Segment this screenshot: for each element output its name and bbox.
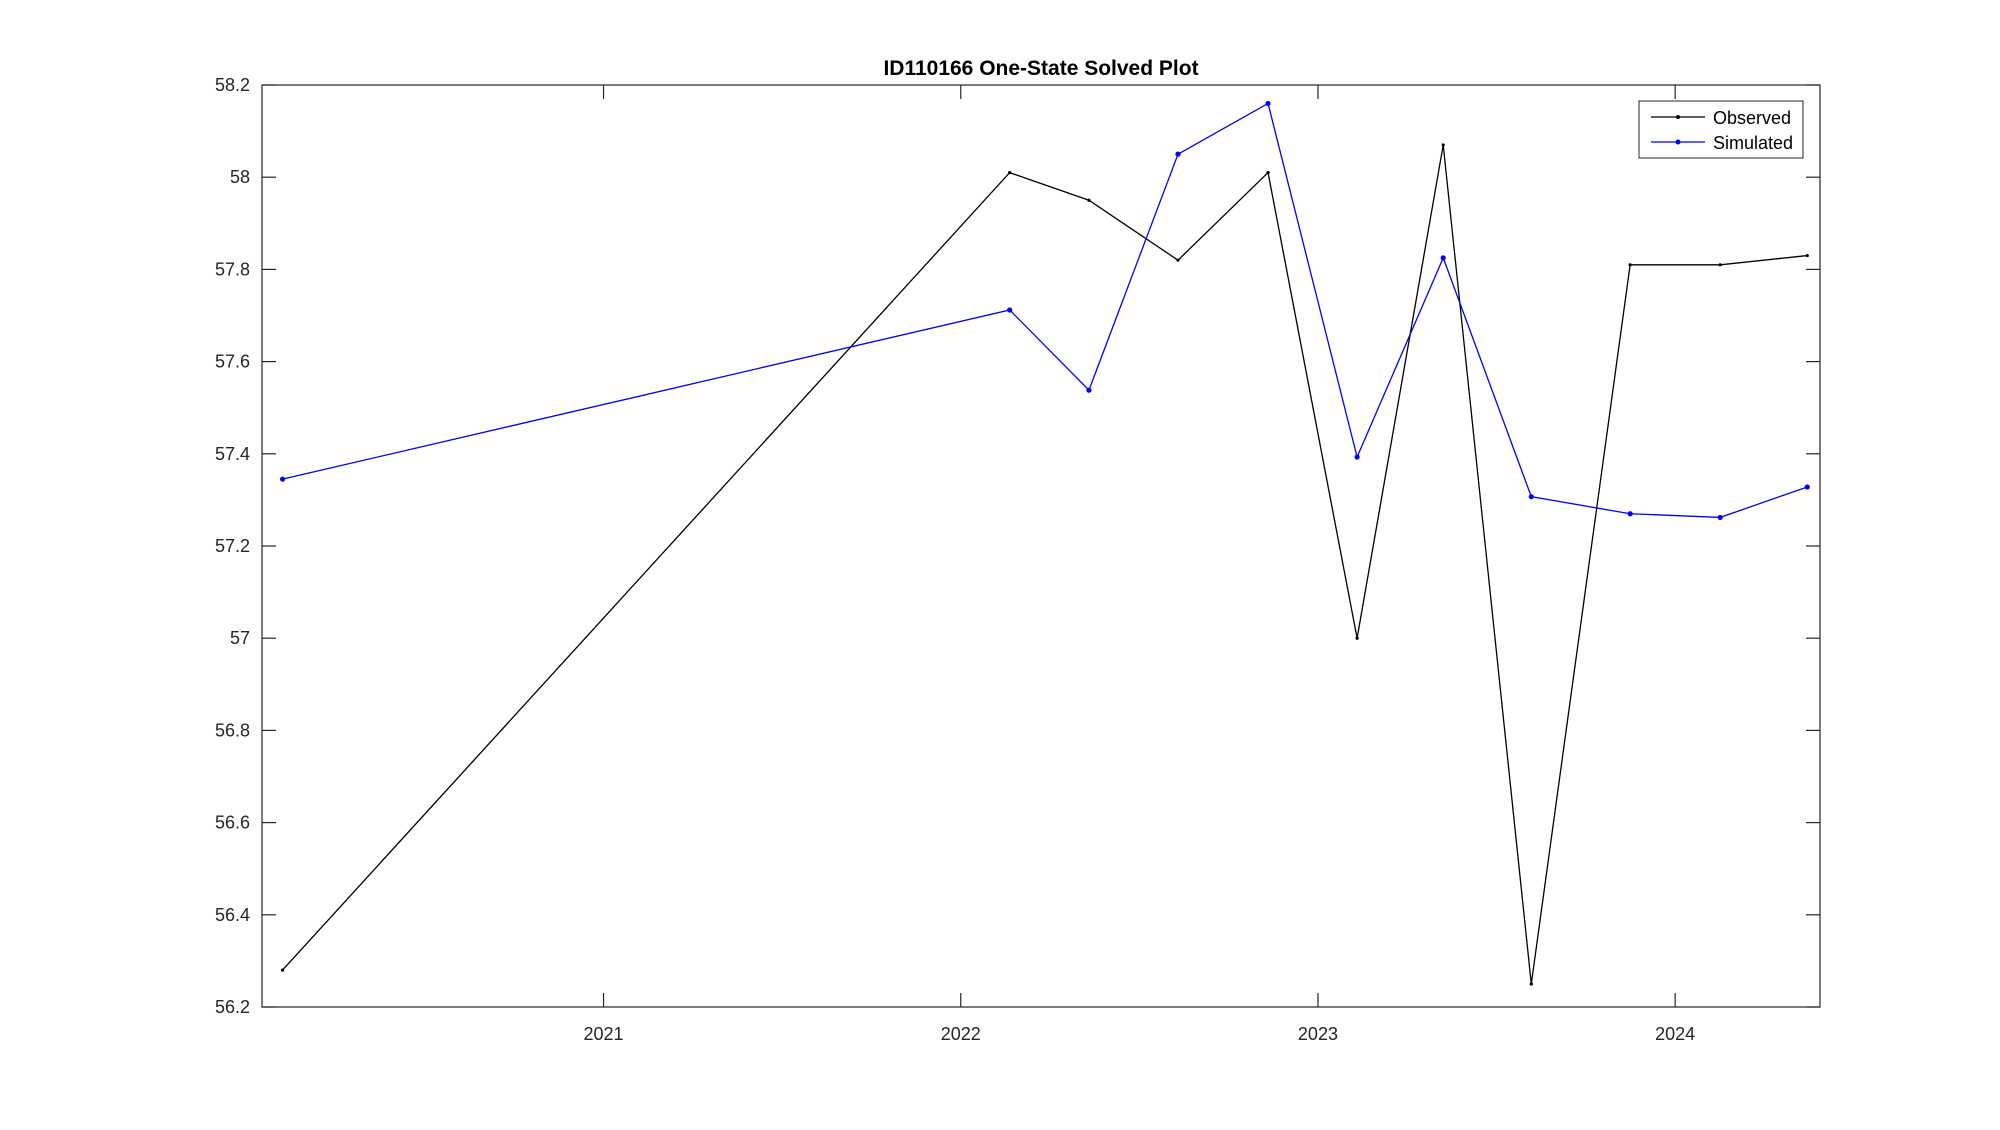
data-point-simulated (1175, 151, 1181, 157)
legend-label-observed: Observed (1713, 108, 1791, 128)
data-point-observed (280, 968, 285, 972)
data-point-simulated (279, 476, 286, 482)
legend-label-simulated: Simulated (1713, 133, 1793, 153)
y-tick-label: 57.6 (215, 352, 250, 372)
series-layer (279, 100, 1810, 986)
data-point-simulated (1007, 307, 1013, 313)
data-point-simulated (1717, 514, 1723, 521)
y-tick-label: 57.2 (215, 536, 250, 556)
y-tick-label: 58 (230, 167, 250, 187)
plot-area (262, 85, 1820, 1007)
series-observed (280, 143, 1809, 986)
data-point-simulated (1528, 494, 1534, 500)
legend-marker-observed (1676, 115, 1680, 119)
legend-marker-simulated (1675, 139, 1681, 145)
data-point-observed (1008, 170, 1012, 175)
data-point-observed (1529, 982, 1533, 986)
y-tick-label: 58.2 (215, 75, 250, 95)
data-point-simulated (1086, 387, 1092, 393)
legend: Observed Simulated (1638, 100, 1804, 159)
data-point-simulated (1627, 511, 1633, 517)
y-tick-label: 57.8 (215, 259, 250, 279)
y-tick-label: 56.2 (215, 997, 250, 1017)
data-point-observed (1441, 143, 1445, 147)
y-tick-label: 56.4 (215, 905, 250, 925)
series-simulated (279, 100, 1810, 521)
data-point-observed (1355, 636, 1359, 640)
data-point-simulated (1804, 484, 1810, 490)
chart-title: ID110166 One-State Solved Plot (883, 57, 1198, 80)
y-tick-label: 57.4 (215, 444, 250, 464)
data-point-simulated (1440, 255, 1446, 261)
data-point-observed (1628, 263, 1632, 267)
y-tick-label: 56.8 (215, 720, 250, 740)
legend-box (1638, 100, 1804, 159)
data-point-simulated (1354, 454, 1360, 460)
data-point-simulated (1265, 100, 1271, 107)
data-point-observed (1176, 258, 1180, 262)
x-tick-label: 2023 (1298, 1024, 1338, 1044)
y-tick-label: 56.6 (215, 813, 250, 833)
x-tick-label: 2024 (1655, 1024, 1695, 1044)
y-tick-label: 57 (230, 628, 250, 648)
data-point-observed (1718, 263, 1722, 267)
x-tick-label: 2022 (941, 1024, 981, 1044)
data-point-observed (1087, 198, 1091, 202)
data-point-observed (1266, 170, 1270, 175)
data-point-observed (1805, 253, 1809, 258)
ticks-layer: 56.2 56.4 56.6 56.8 57 57.2 57.4 57.6 57.8 58 58.2… (215, 75, 1820, 1044)
x-tick-label: 2021 (584, 1024, 624, 1044)
